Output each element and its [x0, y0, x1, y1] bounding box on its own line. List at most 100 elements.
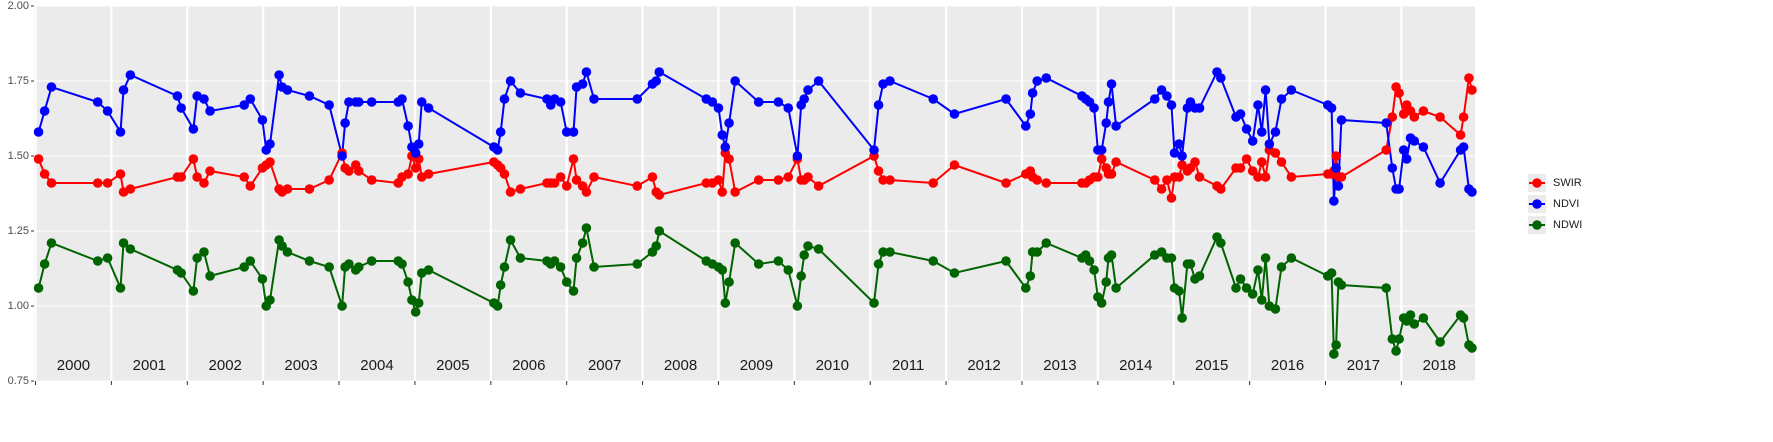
point	[581, 67, 592, 77]
point	[92, 178, 103, 188]
point	[1041, 73, 1052, 83]
point	[1084, 256, 1095, 266]
year-label: 2014	[1119, 357, 1152, 374]
point	[581, 187, 592, 197]
point	[1381, 283, 1392, 293]
point	[1394, 184, 1404, 194]
point	[265, 295, 275, 305]
y-tick-label: 0.75	[8, 375, 29, 387]
point	[1418, 142, 1429, 152]
point	[730, 187, 740, 197]
point	[205, 106, 215, 116]
point	[176, 103, 187, 113]
point	[324, 100, 334, 110]
point	[589, 94, 599, 104]
point	[1333, 181, 1344, 191]
point	[515, 253, 526, 263]
point	[118, 85, 129, 95]
point	[1387, 334, 1398, 344]
year-label: 2006	[512, 357, 545, 374]
point	[803, 172, 813, 182]
point	[176, 268, 187, 278]
point	[33, 283, 44, 293]
point	[561, 181, 572, 191]
year-label: 2001	[133, 357, 166, 374]
y-tick-label: 1.25	[8, 225, 29, 237]
point	[1276, 262, 1287, 272]
point	[1041, 238, 1052, 248]
point	[403, 169, 413, 179]
point	[1241, 283, 1252, 293]
point	[813, 244, 824, 254]
point	[1177, 151, 1187, 161]
point	[724, 154, 734, 164]
point	[115, 169, 126, 179]
point	[1394, 334, 1404, 344]
point	[1174, 139, 1184, 149]
point	[783, 103, 794, 113]
point	[423, 103, 434, 113]
point	[353, 262, 364, 272]
point	[1096, 154, 1107, 164]
point	[1276, 94, 1287, 104]
legend-label: NDVI	[1553, 198, 1579, 210]
point	[1336, 172, 1347, 182]
point	[115, 127, 126, 137]
point	[1162, 175, 1172, 185]
point	[869, 298, 879, 308]
point	[571, 253, 582, 263]
point	[713, 175, 724, 185]
point	[724, 118, 734, 128]
point	[304, 256, 315, 266]
point	[33, 154, 44, 164]
point	[796, 271, 806, 281]
y-tick-label: 1.00	[8, 300, 29, 312]
point	[1096, 145, 1107, 155]
point	[1166, 253, 1177, 263]
point	[928, 94, 939, 104]
point	[205, 166, 215, 176]
point	[1264, 139, 1275, 149]
point	[1286, 85, 1297, 95]
point	[1458, 112, 1469, 122]
point	[1111, 157, 1121, 167]
year-label: 2017	[1347, 357, 1380, 374]
point	[753, 97, 764, 107]
point	[245, 94, 256, 104]
point	[1467, 343, 1477, 353]
point	[878, 247, 888, 257]
year-label: 2010	[816, 357, 849, 374]
point	[773, 256, 784, 266]
year-label: 2000	[57, 357, 90, 374]
point	[717, 265, 728, 275]
point	[1235, 109, 1246, 119]
point	[199, 178, 209, 188]
point	[1089, 265, 1099, 275]
point	[1235, 274, 1246, 284]
point	[416, 97, 427, 107]
point	[1001, 178, 1011, 188]
point	[1270, 127, 1281, 137]
point	[753, 175, 764, 185]
point	[720, 298, 731, 308]
point	[1260, 253, 1271, 263]
point	[245, 181, 256, 191]
y-tick-label: 1.75	[8, 75, 29, 87]
point	[555, 97, 566, 107]
point	[403, 121, 413, 131]
point	[717, 130, 728, 140]
point	[102, 106, 113, 116]
point	[1286, 172, 1297, 182]
point	[783, 172, 794, 182]
legend-key-point	[1532, 220, 1542, 230]
point	[1455, 130, 1466, 140]
point	[239, 262, 249, 272]
point	[304, 184, 315, 194]
point	[571, 175, 582, 185]
point	[928, 178, 939, 188]
grid	[34, 5, 1475, 382]
point	[651, 76, 662, 86]
y-tick-label: 1.50	[8, 150, 29, 162]
point	[1329, 196, 1339, 206]
